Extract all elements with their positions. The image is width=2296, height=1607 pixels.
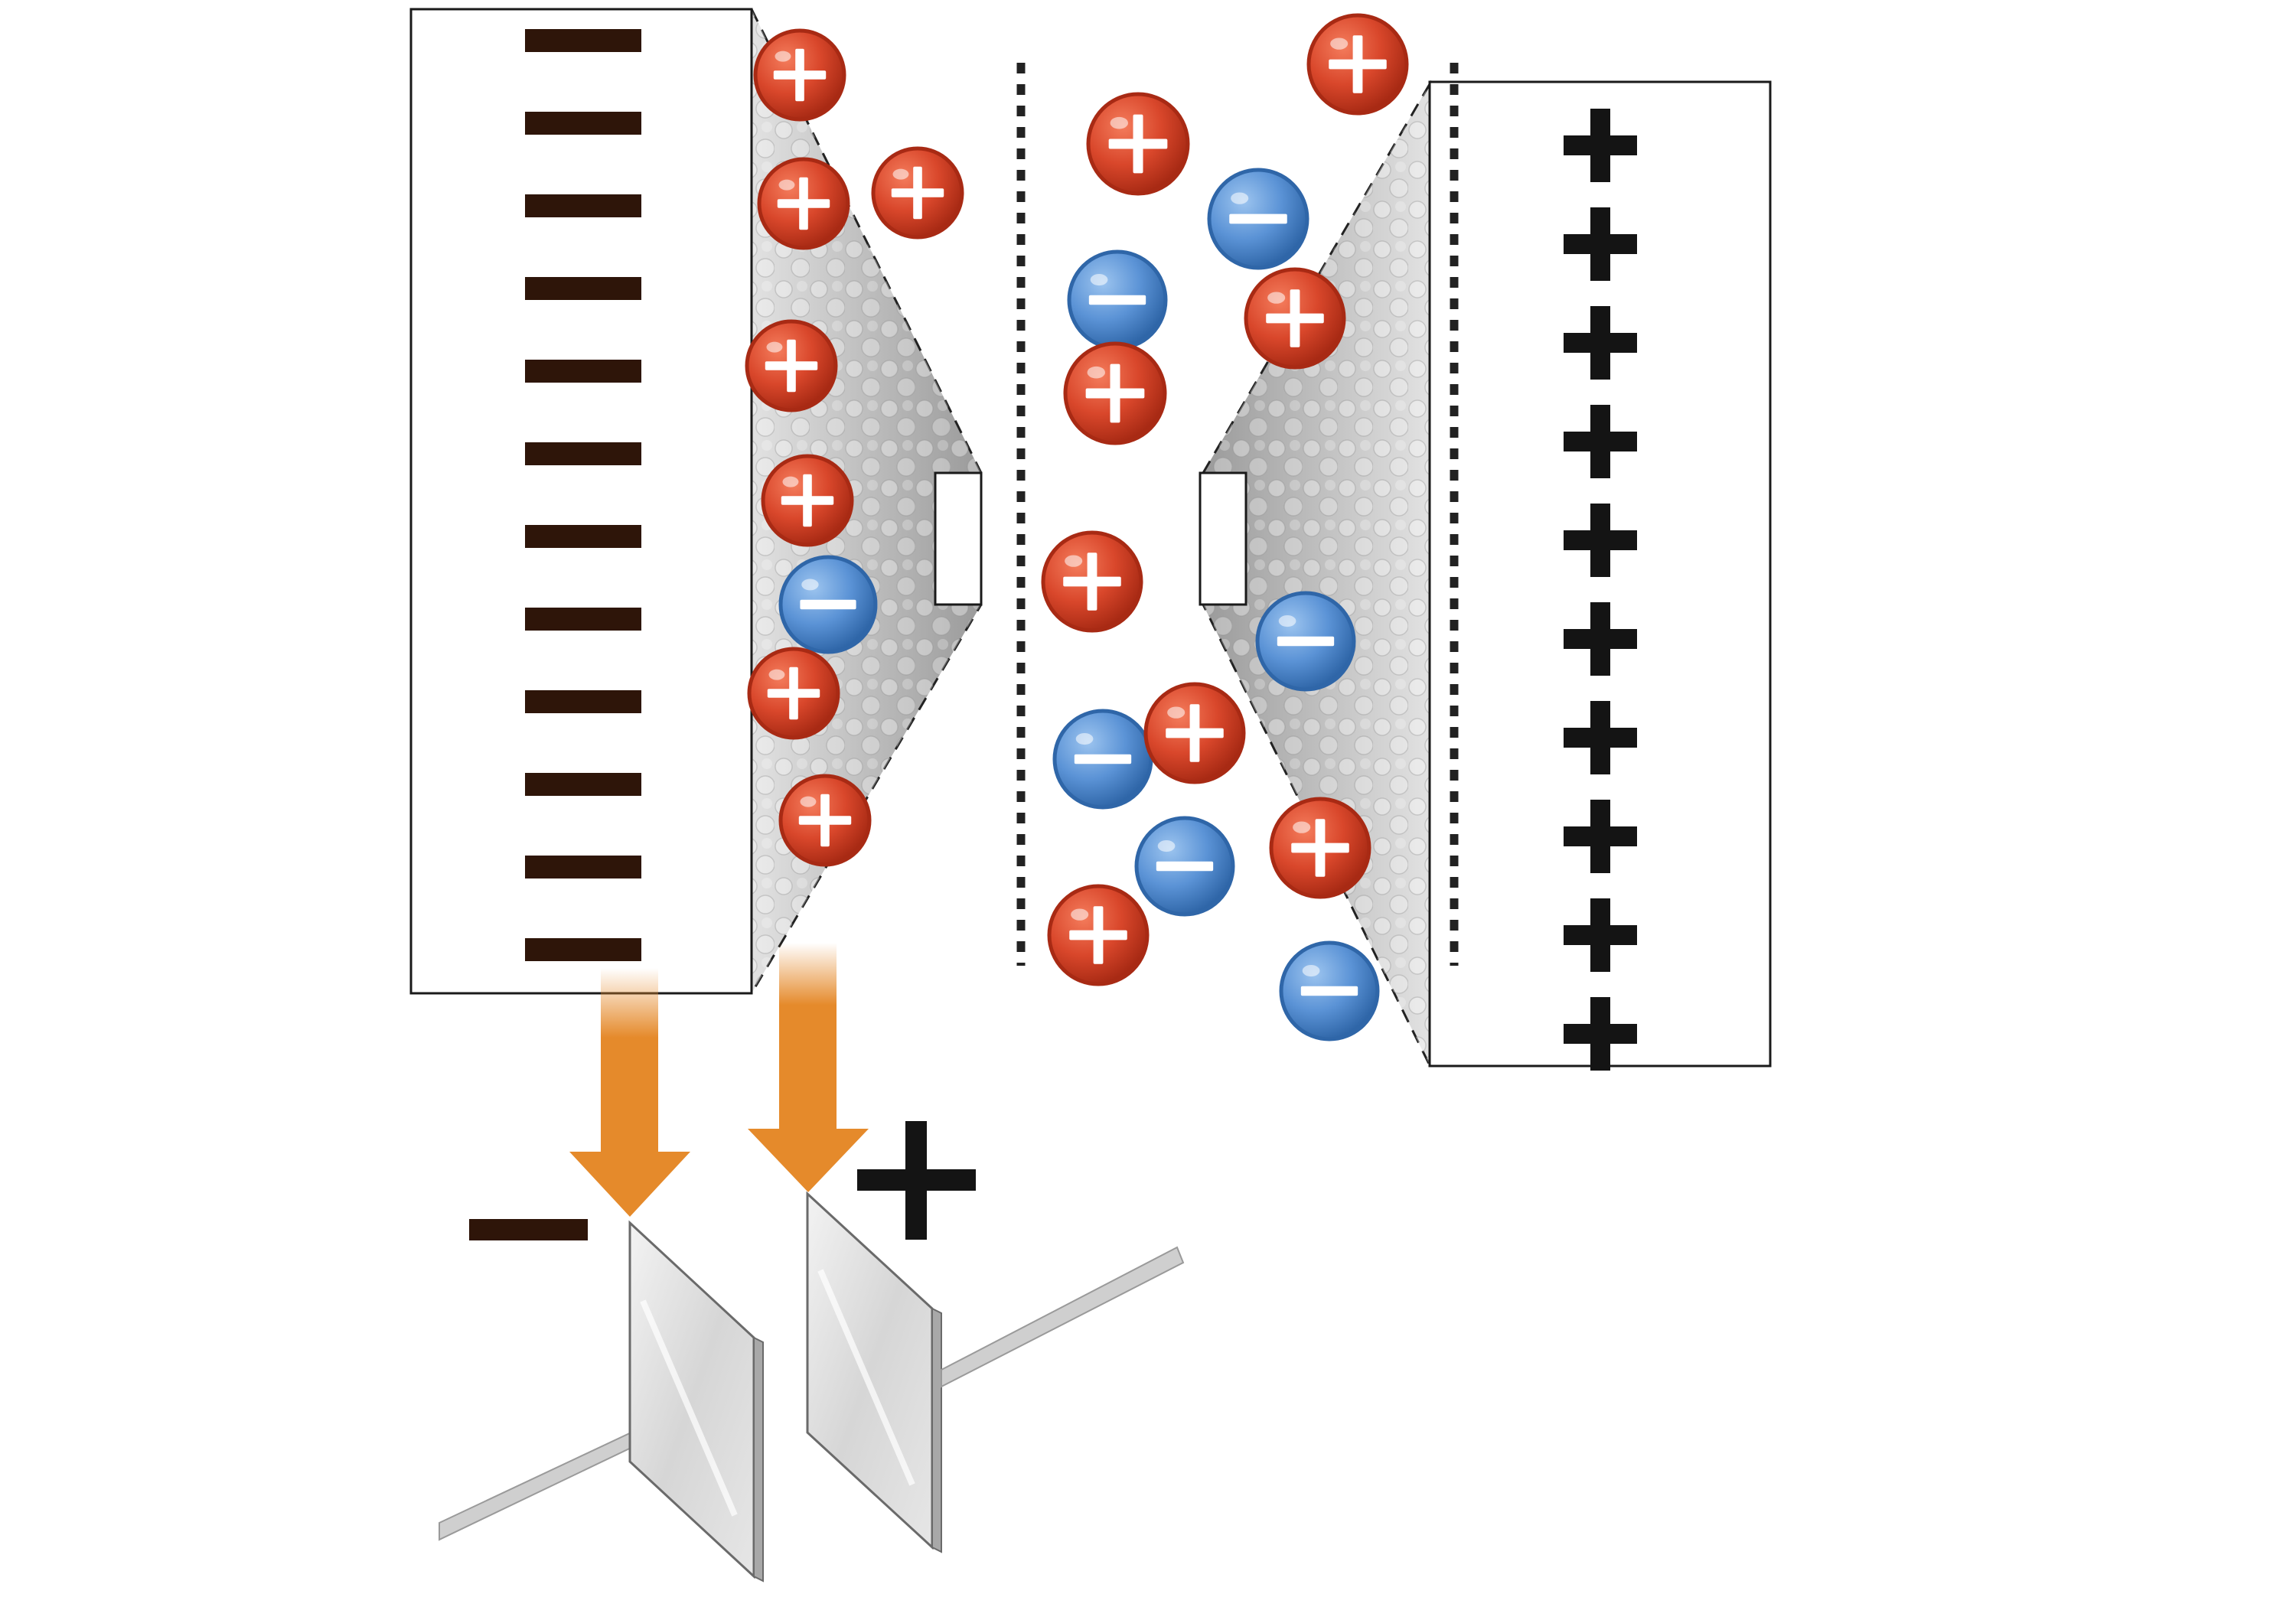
capacitor-symbol [439,1121,1185,1583]
left-porous-texture [752,9,981,993]
cation-icon [871,146,964,240]
cation-icon [1306,13,1409,116]
positive-charge-marker [1564,602,1637,676]
anion-icon [1255,591,1356,692]
positive-charge-marker [1564,504,1637,577]
cation-icon [761,454,854,547]
positive-charge-markers [1564,109,1637,1071]
negative-charge-marker [525,773,641,796]
cation-icon [747,647,840,740]
capacitor-plate-positive [806,1191,942,1553]
positive-charge-marker [1564,997,1637,1071]
positive-charge-marker [1564,800,1637,873]
negative-charge-marker [525,277,641,300]
negative-charge-marker [525,938,641,961]
capacitor-minus-sign-icon [469,1219,588,1240]
capacitor-plus-sign-icon [857,1121,976,1240]
flow-arrow-left [569,968,690,1217]
left-pore-tab [934,471,983,606]
electrolyte-ions [745,13,1409,1041]
capacitor-rod-right [941,1246,1185,1388]
anion-icon [1067,249,1168,350]
anion-icon [1207,168,1309,270]
cation-icon [753,28,846,122]
cation-icon [757,157,850,250]
negative-charge-markers [525,29,641,961]
negative-charge-marker [525,442,641,465]
anion-icon [1279,940,1380,1041]
negative-charge-marker [525,29,641,52]
cation-icon [1086,92,1190,196]
cation-icon [1063,341,1167,445]
cation-icon [1047,884,1150,986]
right-porous-texture [1203,84,1430,1065]
negative-charge-marker [525,608,641,631]
left-current-collector [409,8,753,995]
anion-icon [1134,816,1235,917]
positive-charge-marker [1564,898,1637,972]
anion-icon [1052,709,1153,810]
flow-arrow-right [748,943,869,1192]
cation-icon [778,774,872,867]
positive-charge-marker [1564,701,1637,774]
right-pore-tab [1199,471,1247,606]
positive-charge-marker [1564,306,1637,380]
positive-charge-marker [1564,405,1637,478]
negative-charge-marker [525,360,641,383]
cation-icon [745,319,838,412]
cation-icon [1143,682,1246,784]
cation-icon [1041,530,1143,633]
negative-charge-marker [525,525,641,548]
positive-charge-marker [1564,109,1637,182]
capacitor-plate-negative [628,1220,764,1583]
negative-charge-marker [525,112,641,135]
negative-charge-marker [525,690,641,713]
negative-charge-marker [525,856,641,878]
cation-icon [1269,797,1371,899]
negative-electrode [409,8,983,998]
cation-icon [1244,267,1346,370]
negative-charge-marker [525,194,641,217]
anion-icon [778,555,878,654]
positive-electrode [1199,80,1772,1071]
positive-charge-marker [1564,207,1637,281]
